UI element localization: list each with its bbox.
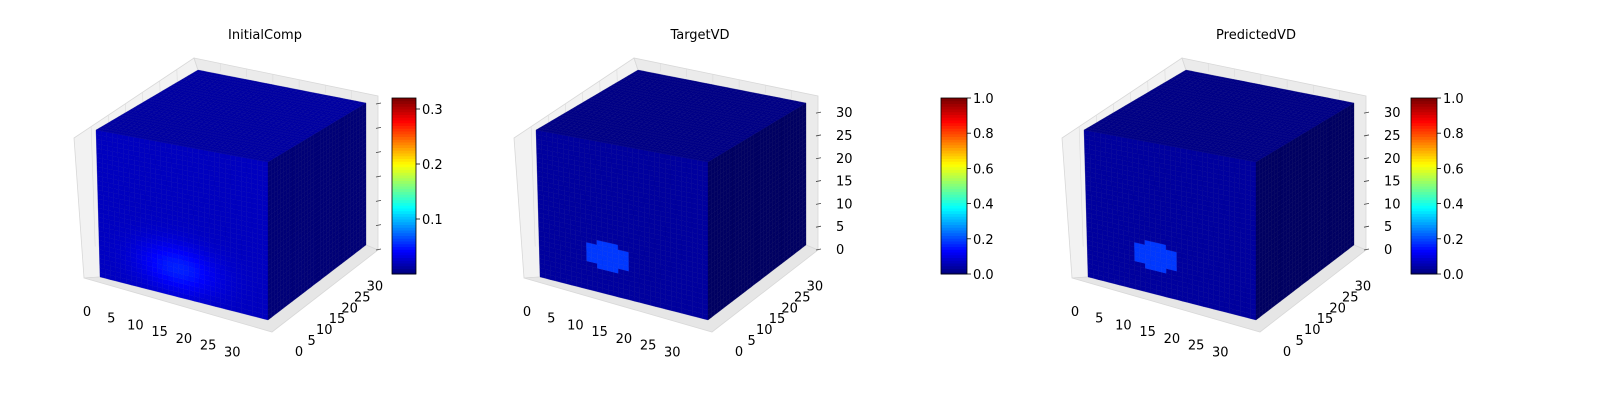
- x-tick-label: 0: [83, 305, 91, 320]
- colorbar-segment: [392, 98, 416, 102]
- colorbar-tick-label: 0.3: [422, 103, 443, 118]
- x-tick-label: 15: [151, 325, 168, 340]
- x-tick-label: 5: [107, 312, 115, 327]
- front-face: [95, 129, 269, 321]
- colorbar-tick-label: 0.2: [422, 158, 443, 173]
- x-tick-label: 20: [176, 332, 193, 347]
- x-tick-label: 25: [200, 339, 217, 354]
- y-tick-label: 30: [367, 279, 384, 294]
- front-face: [535, 129, 709, 321]
- x-tick-label: 10: [127, 318, 144, 333]
- colorbar-initialcomp: 0.1 0.2 0.3: [391, 97, 443, 275]
- panel-title: InitialComp: [228, 28, 302, 43]
- grid-line: [90, 126, 96, 247]
- y-tick-label: 5: [308, 334, 316, 349]
- y-tick-label: 0: [295, 345, 303, 360]
- colorbar-tick-label: 0.1: [422, 213, 443, 228]
- x-tick-label: 30: [224, 345, 241, 360]
